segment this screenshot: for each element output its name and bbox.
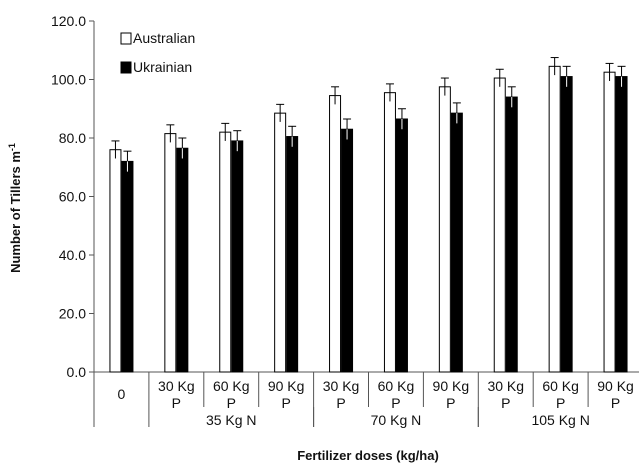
x-tick-label: 0 bbox=[118, 386, 126, 402]
y-tick-label: 60.0 bbox=[59, 189, 86, 205]
y-tick-label: 0.0 bbox=[67, 364, 87, 380]
y-tick-label: 120.0 bbox=[51, 13, 86, 29]
group-label: 35 Kg N bbox=[206, 412, 257, 428]
x-tick-label-line2: P bbox=[446, 395, 455, 411]
bar-australian-1 bbox=[164, 133, 177, 373]
group-label: 70 Kg N bbox=[371, 412, 422, 428]
y-axis-ticks: 0.0 20.0 40.0 60.0 80.0 100.0 120.0 bbox=[51, 13, 94, 380]
bars bbox=[109, 65, 628, 373]
bar-australian-9 bbox=[603, 71, 616, 373]
y-tick-label: 80.0 bbox=[59, 130, 86, 146]
bar-ukrainian-4 bbox=[341, 128, 354, 373]
bar-ukrainian-9 bbox=[615, 76, 628, 373]
x-tick-label-line2: P bbox=[501, 395, 510, 411]
y-axis-label: Number of Tillers m-1 bbox=[7, 143, 23, 273]
bar-australian-6 bbox=[438, 86, 451, 373]
x-tick-label: 90 Kg bbox=[268, 378, 305, 394]
y-tick-label: 100.0 bbox=[51, 72, 86, 88]
bar-ukrainian-6 bbox=[450, 112, 463, 373]
y-tick-label: 20.0 bbox=[59, 306, 86, 322]
y-tick-label: 40.0 bbox=[59, 247, 86, 263]
legend-swatch-australian bbox=[120, 32, 132, 45]
x-tick-label-line2: P bbox=[172, 395, 181, 411]
bar-australian-4 bbox=[329, 95, 342, 373]
x-tick-label-line2: P bbox=[336, 395, 345, 411]
bar-ukrainian-7 bbox=[505, 96, 518, 373]
x-tick-label: 90 Kg bbox=[433, 378, 470, 394]
bar-australian-5 bbox=[383, 92, 396, 373]
legend-swatch-ukrainian bbox=[120, 61, 132, 74]
x-tick-label: 30 Kg bbox=[487, 378, 524, 394]
error-bars bbox=[111, 57, 626, 172]
y-axis-label-superscript: -1 bbox=[7, 143, 17, 151]
x-tick-label: 30 Kg bbox=[158, 378, 195, 394]
x-tick-label-line2: P bbox=[611, 395, 620, 411]
bar-australian-3 bbox=[274, 112, 287, 373]
bar-australian-2 bbox=[219, 131, 232, 373]
bar-australian-8 bbox=[548, 65, 561, 373]
x-tick-label-line2: P bbox=[227, 395, 236, 411]
bar-ukrainian-0 bbox=[121, 160, 134, 373]
group-label: 105 Kg N bbox=[531, 412, 589, 428]
legend-label-australian: Australian bbox=[133, 30, 195, 46]
bar-ukrainian-5 bbox=[395, 118, 408, 373]
legend-label-ukrainian: Ukrainian bbox=[133, 59, 192, 75]
x-tick-label: 60 Kg bbox=[213, 378, 250, 394]
bar-ukrainian-2 bbox=[231, 140, 244, 373]
x-tick-label: 90 Kg bbox=[597, 378, 634, 394]
x-tick-label-line2: P bbox=[556, 395, 565, 411]
bar-australian-0 bbox=[109, 149, 122, 373]
x-tick-label-line2: P bbox=[391, 395, 400, 411]
bar-ukrainian-1 bbox=[176, 147, 189, 373]
y-axis-label-text: Number of Tillers m bbox=[8, 151, 23, 273]
x-tick-label: 30 Kg bbox=[323, 378, 360, 394]
x-tick-label-line2: P bbox=[281, 395, 290, 411]
x-tick-label: 60 Kg bbox=[542, 378, 579, 394]
bar-ukrainian-3 bbox=[286, 136, 299, 373]
x-tick-label: 60 Kg bbox=[378, 378, 415, 394]
bar-australian-7 bbox=[493, 77, 506, 373]
x-axis-label: Fertilizer doses (kg/ha) bbox=[297, 448, 439, 463]
legend: Australian Ukrainian bbox=[120, 30, 195, 75]
bar-ukrainian-8 bbox=[560, 76, 573, 373]
x-axis-groups: 35 Kg N 70 Kg N 105 Kg N bbox=[93, 407, 590, 428]
